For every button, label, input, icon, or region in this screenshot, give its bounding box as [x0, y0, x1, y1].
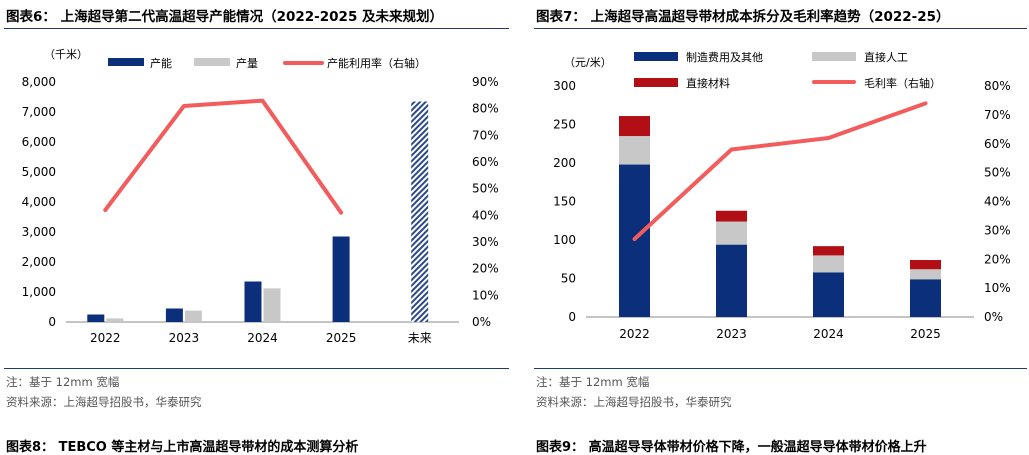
title-rule [534, 28, 1027, 29]
footnote: 注：基于 12mm 宽幅 [6, 375, 120, 389]
y-tick-label: 5,000 [22, 165, 56, 179]
y2-tick-label: 80% [984, 79, 1011, 93]
bar-capacity [332, 236, 350, 322]
bar-mfg-cost [716, 244, 747, 317]
x-tick-label: 2022 [90, 331, 121, 345]
y-tick-label: 7,000 [22, 105, 56, 119]
bar-material-cost [619, 116, 650, 137]
x-tick-label: 2024 [247, 331, 278, 345]
chart-area-left: （千米） 0 1,000 2,000 3,000 4,000 5,000 6,000 7,000… [4, 30, 511, 368]
y2-tick-label: 70% [472, 128, 499, 142]
bar-capacity [165, 308, 183, 322]
x-tick-label: 2022 [619, 327, 650, 341]
y-tick-label: 250 [553, 118, 576, 132]
source-note: 资料来源：上海超导招股书，华泰研究 [536, 395, 732, 409]
bottom-rule [4, 368, 509, 369]
y2-tick-label: 70% [984, 108, 1011, 122]
bar-labor-cost [619, 136, 650, 165]
y-tick-label: 0 [48, 315, 56, 329]
legend-label: 产量 [236, 56, 258, 70]
y-tick-label: 0 [568, 310, 576, 324]
y-tick-label: 200 [553, 156, 576, 170]
legend-label: 产能 [150, 56, 172, 70]
chart-title-right: 图表7： 上海超导高温超导带材成本拆分及毛利率趋势（2022-25） [536, 9, 950, 25]
unit-label: （千米） [44, 48, 88, 61]
bar-labor-cost [716, 221, 747, 245]
x-tick-label: 未来 [408, 331, 432, 345]
left-panel: 图表6： 上海超导第二代高温超导产能情况（2022-2025 及未来规划） （千… [0, 0, 515, 455]
bar-capacity [244, 281, 262, 322]
line-gross-margin [632, 101, 928, 242]
y-tick-label: 300 [553, 79, 576, 93]
bar-capacity [87, 314, 105, 322]
y-tick-label: 8,000 [22, 75, 56, 89]
source-note: 资料来源：上海超导招股书，华泰研究 [6, 395, 202, 409]
x-tick-label: 2025 [910, 327, 941, 341]
y2-tick-label: 10% [984, 281, 1011, 295]
x-tick-label: 2024 [813, 327, 844, 341]
next-figure-title: 图表9： 高温超导导体带材价格下降，一般温超导导体带材价格上升 [536, 440, 927, 455]
y-tick-label: 50 [561, 272, 576, 286]
legend-label: 毛利率（右轴） [864, 76, 941, 90]
y2-tick-label: 60% [984, 137, 1011, 151]
legend-swatch-material [634, 78, 678, 87]
legend-label: 制造费用及其他 [686, 50, 763, 64]
legend-swatch-mfg [634, 52, 678, 61]
y2-tick-label: 50% [472, 182, 499, 196]
y-tick-label: 2,000 [22, 255, 56, 269]
legend-label: 直接材料 [686, 76, 730, 90]
bar-output [263, 288, 281, 322]
y2-tick-label: 40% [472, 208, 499, 222]
y2-tick-label: 90% [472, 75, 499, 89]
y2-tick-label: 30% [984, 223, 1011, 237]
y2-tick-label: 30% [472, 235, 499, 249]
bar-material-cost [813, 246, 844, 256]
bar-output [106, 318, 124, 322]
x-tick-label: 2023 [716, 327, 747, 341]
x-tick-label: 2023 [169, 331, 200, 345]
legend-label: 产能利用率（右轴） [327, 56, 426, 70]
y2-tick-label: 20% [984, 252, 1011, 266]
y-tick-label: 3,000 [22, 225, 56, 239]
y2-tick-label: 0% [472, 315, 491, 329]
chart-title-left: 图表6： 上海超导第二代高温超导产能情况（2022-2025 及未来规划） [6, 9, 444, 25]
y2-tick-label: 40% [984, 195, 1011, 209]
legend-swatch-output [194, 58, 230, 66]
legend-swatch-capacity [108, 58, 144, 66]
chart-area-right: （元/米） 0 50 100 150 200 250 300 0% 10% 20% 30% 40% 50%… [534, 30, 1027, 368]
y2-tick-label: 10% [472, 288, 499, 302]
y2-tick-label: 60% [472, 155, 499, 169]
y-tick-label: 6,000 [22, 135, 56, 149]
y-tick-label: 1,000 [22, 285, 56, 299]
y2-tick-label: 20% [472, 262, 499, 276]
cost-chart: （元/米） 0 50 100 150 200 250 300 0% 10% 20% 30% 40% 50%… [553, 50, 1011, 341]
legend-label: 直接人工 [864, 50, 908, 64]
line-utilization [103, 98, 344, 215]
footnote: 注：基于 12mm 宽幅 [536, 375, 650, 389]
unit-label: （元/米） [564, 56, 612, 69]
right-panel: 图表7： 上海超导高温超导带材成本拆分及毛利率趋势（2022-25） （元/米）… [530, 0, 1029, 455]
x-tick-label: 2025 [326, 331, 357, 345]
bar-output [184, 310, 202, 322]
next-figure-title: 图表8： TEBCO 等主材与上市高温超导带材的成本测算分析 [6, 440, 359, 455]
bar-mfg-cost [910, 279, 941, 317]
bar-material-cost [910, 260, 941, 270]
bar-labor-cost [813, 255, 844, 273]
title-rule [4, 28, 509, 29]
bar-mfg-cost [813, 272, 844, 317]
bar-labor-cost [910, 269, 941, 280]
capacity-chart: （千米） 0 1,000 2,000 3,000 4,000 5,000 6,000 7,000… [22, 48, 499, 345]
bottom-rule [534, 368, 1027, 369]
y-tick-label: 150 [553, 195, 576, 209]
y-tick-label: 4,000 [22, 195, 56, 209]
bar-material-cost [716, 210, 747, 222]
bar-capacity-future [411, 101, 429, 322]
y-tick-label: 100 [553, 233, 576, 247]
y2-tick-label: 50% [984, 166, 1011, 180]
legend-swatch-labor [812, 52, 856, 61]
y2-tick-label: 80% [472, 102, 499, 116]
y2-tick-label: 0% [984, 310, 1003, 324]
